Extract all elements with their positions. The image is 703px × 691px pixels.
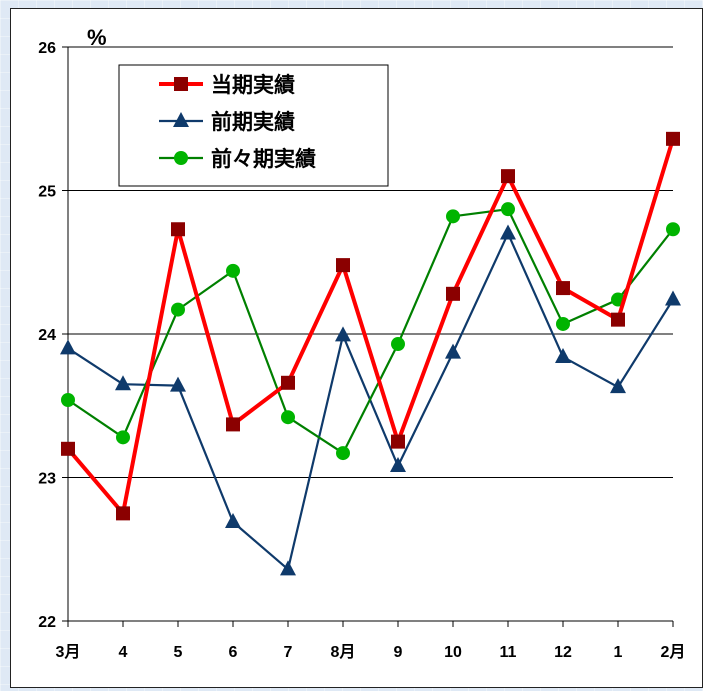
legend-label: 前々期実績 xyxy=(211,147,316,171)
data-point xyxy=(610,378,626,394)
x-tick-label: 6 xyxy=(229,644,238,661)
data-point xyxy=(501,202,515,217)
data-point xyxy=(555,347,571,363)
x-tick-label: 1 xyxy=(614,644,623,661)
data-point xyxy=(171,222,185,237)
data-point xyxy=(116,506,130,521)
data-point xyxy=(666,131,680,146)
data-point xyxy=(501,169,515,184)
x-tick-label: 12 xyxy=(554,644,572,661)
x-tick-label: 2月 xyxy=(661,643,686,661)
chart-frame: 22 23 24 25 26 3月 4 5 6 7 8月 9 10 11 12 1 2月 % 当期実績前期実績前… xyxy=(10,8,703,688)
data-point xyxy=(611,312,625,327)
series-layer xyxy=(60,131,681,576)
x-tick-label: 4 xyxy=(119,644,128,661)
data-point xyxy=(61,441,75,456)
data-point xyxy=(115,375,131,391)
data-point xyxy=(500,224,516,240)
legend-label: 当期実績 xyxy=(211,73,295,97)
data-point xyxy=(226,263,240,278)
data-point xyxy=(336,258,350,273)
data-point xyxy=(446,209,460,224)
legend-entry: 当期実績 xyxy=(159,73,295,97)
series-line xyxy=(66,138,675,516)
x-tick-label: 7 xyxy=(284,644,293,661)
series-line xyxy=(67,208,674,455)
x-tick-label: 8月 xyxy=(331,643,356,661)
series-3 xyxy=(61,202,680,461)
data-point xyxy=(665,290,681,306)
legend-marker xyxy=(174,77,188,91)
data-point xyxy=(391,434,405,449)
data-point xyxy=(171,302,185,317)
legend-marker xyxy=(173,112,189,127)
data-point xyxy=(60,339,76,355)
data-point xyxy=(390,457,406,473)
y-tick-label: 26 xyxy=(38,40,56,57)
x-tick-label: 11 xyxy=(500,644,517,661)
data-point xyxy=(225,512,241,528)
data-point xyxy=(556,316,570,331)
y-tick-label: 25 xyxy=(38,184,56,201)
grid-lines xyxy=(68,46,673,478)
data-point xyxy=(445,343,461,359)
data-point xyxy=(226,417,240,432)
x-tick-label: 5 xyxy=(174,644,183,661)
data-point xyxy=(446,286,460,301)
data-point xyxy=(336,446,350,461)
y-tick-label: 24 xyxy=(38,327,56,344)
data-point xyxy=(116,430,130,445)
legend-entry: 前々期実績 xyxy=(159,147,316,171)
data-point xyxy=(281,375,295,390)
x-tick-label: 9 xyxy=(394,644,403,661)
y-tick-label: 22 xyxy=(38,614,56,631)
x-tick-label: 3月 xyxy=(56,643,81,661)
legend-label: 前期実績 xyxy=(211,110,295,134)
data-point xyxy=(280,560,296,576)
legend-entry: 前期実績 xyxy=(159,110,295,134)
line-chart: 22 23 24 25 26 3月 4 5 6 7 8月 9 10 11 12 1 2月 % 当期実績前期実績前… xyxy=(38,25,685,661)
legend-marker xyxy=(174,151,188,165)
series-line xyxy=(67,232,674,571)
data-point xyxy=(391,337,405,352)
y-tick-label: 23 xyxy=(38,471,56,488)
x-tick-label: 10 xyxy=(444,644,462,661)
data-point xyxy=(170,376,186,392)
data-point xyxy=(61,393,75,408)
data-point xyxy=(556,281,570,296)
y-axis-unit-label: % xyxy=(87,25,107,50)
data-point xyxy=(281,410,295,425)
series-1 xyxy=(61,131,680,521)
axes: 22 23 24 25 26 3月 4 5 6 7 8月 9 10 11 12 1 2月 xyxy=(38,40,685,661)
legend-box xyxy=(118,64,389,187)
data-point xyxy=(335,326,351,342)
data-point xyxy=(666,222,680,237)
